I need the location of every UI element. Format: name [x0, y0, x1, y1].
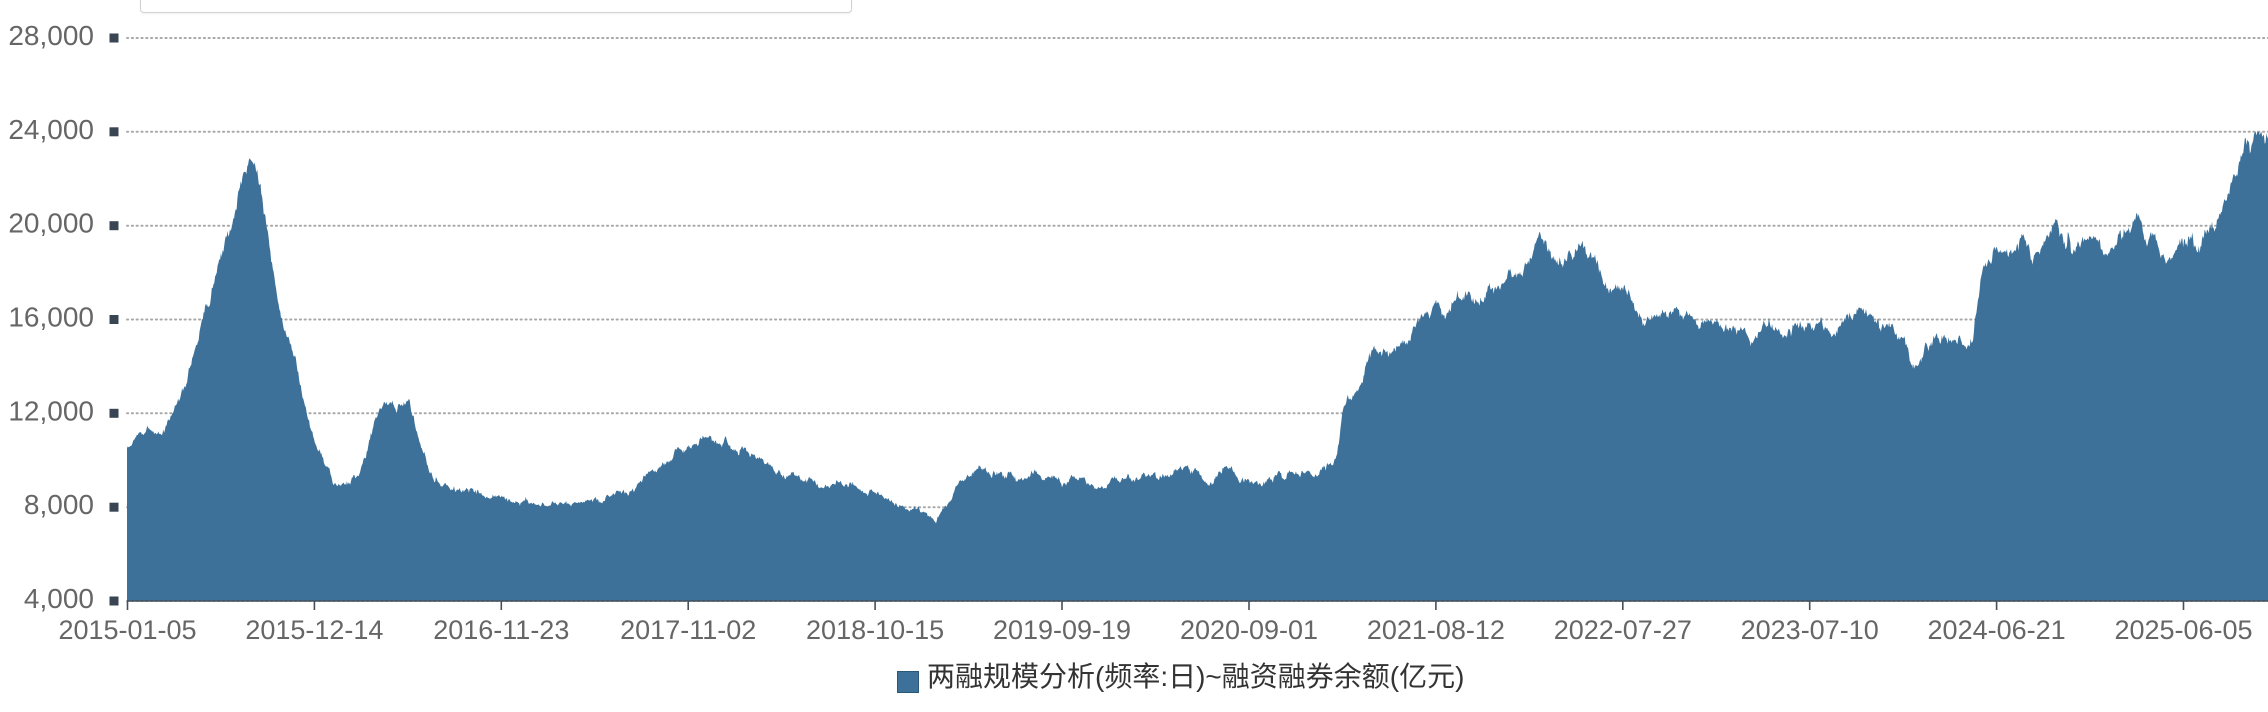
svg-text:4,000: 4,000	[24, 583, 94, 614]
svg-text:2019-09-19: 2019-09-19	[993, 615, 1131, 645]
svg-text:2015-01-05: 2015-01-05	[58, 615, 196, 645]
svg-text:2015-12-14: 2015-12-14	[245, 615, 383, 645]
svg-text:28,000: 28,000	[8, 20, 94, 51]
svg-text:2024-06-21: 2024-06-21	[1928, 615, 2066, 645]
svg-text:20,000: 20,000	[8, 208, 94, 239]
svg-text:2022-07-27: 2022-07-27	[1554, 615, 1692, 645]
svg-text:12,000: 12,000	[8, 395, 94, 426]
svg-text:2025-06-05: 2025-06-05	[2114, 615, 2252, 645]
svg-text:2017-11-02: 2017-11-02	[620, 615, 756, 645]
svg-text:24,000: 24,000	[8, 114, 94, 145]
svg-text:16,000: 16,000	[8, 302, 94, 333]
svg-text:2023-07-10: 2023-07-10	[1741, 615, 1879, 645]
svg-text:2016-11-23: 2016-11-23	[433, 615, 569, 645]
svg-text:2021-08-12: 2021-08-12	[1367, 615, 1505, 645]
svg-text:2018-10-15: 2018-10-15	[806, 615, 944, 645]
svg-text:2020-09-01: 2020-09-01	[1180, 615, 1318, 645]
svg-text:8,000: 8,000	[24, 489, 94, 520]
